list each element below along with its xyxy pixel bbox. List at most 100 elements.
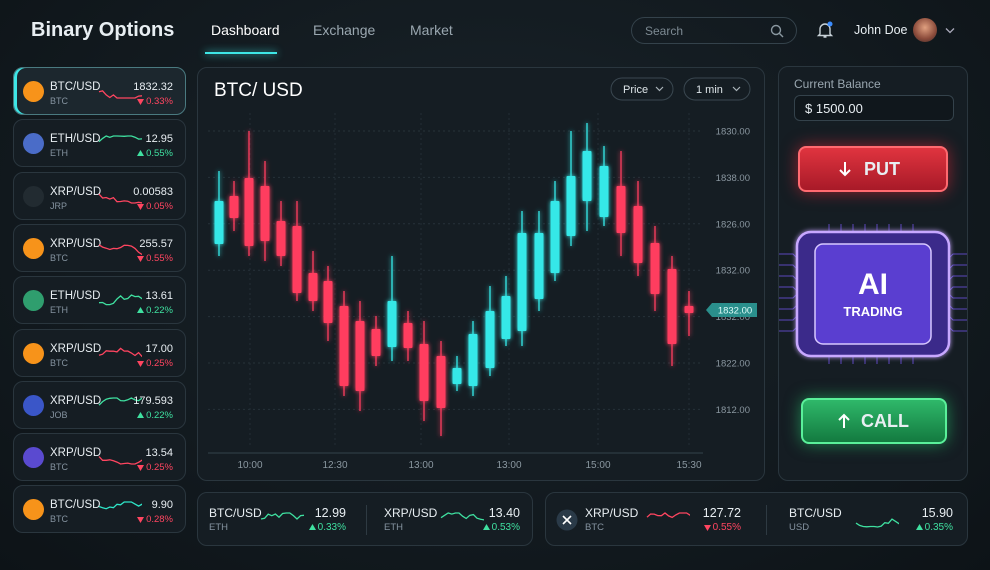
candle xyxy=(517,211,527,346)
arrow-shape xyxy=(137,99,144,105)
coin-icon xyxy=(23,237,44,259)
sparkline xyxy=(98,135,142,143)
pair-sub: BTC xyxy=(50,357,68,368)
y-axis-label: 1826.00 xyxy=(716,219,750,230)
sparkline-path xyxy=(98,294,142,306)
balance-input[interactable]: $ 1500.00 xyxy=(794,95,954,121)
watchlist-item[interactable]: XRP/USD BTC 255.57 0.55% xyxy=(13,223,186,272)
candle xyxy=(371,316,381,366)
candle-body xyxy=(323,281,333,323)
pair-sub: JRP xyxy=(50,200,68,211)
x-axis-label: 15:30 xyxy=(676,460,701,471)
pair: XRP/USD xyxy=(50,447,102,460)
icon-part xyxy=(770,24,782,36)
search-placeholder: Search xyxy=(645,24,684,38)
arrow-shape xyxy=(137,517,144,524)
price: 17.00 xyxy=(145,342,173,355)
candle-body xyxy=(550,201,560,273)
arrow-shape xyxy=(137,203,144,210)
watchlist-item[interactable]: XRP/USD JRP 0.00583 0.05% xyxy=(13,171,186,220)
change: 0.25% xyxy=(146,462,173,474)
price: 15.90 xyxy=(921,506,953,520)
watchlist-item[interactable]: XRP/USD JOB 179.593 0.22% xyxy=(13,380,186,429)
sparkline xyxy=(98,193,142,204)
y-axis-label: 1838.00 xyxy=(716,173,750,184)
change: 0.33% xyxy=(146,96,173,107)
candle-body xyxy=(517,233,527,331)
sparkline-path xyxy=(98,456,142,465)
pair: XRP/USD xyxy=(50,185,102,198)
candle-body xyxy=(260,186,270,241)
avatar[interactable] xyxy=(913,18,937,42)
candle-body xyxy=(534,233,544,299)
search-box[interactable]: Search xyxy=(631,17,797,44)
nav-link[interactable]: Market xyxy=(410,22,453,38)
bell-icon[interactable] xyxy=(816,21,834,39)
change-arrow xyxy=(916,524,923,530)
candle-body xyxy=(616,186,626,233)
candle-body xyxy=(599,166,609,217)
user-name: John Doe xyxy=(854,23,908,37)
watchlist-item[interactable]: ETH/USD ETH 12.95 0.55% xyxy=(13,119,186,168)
change-arrow xyxy=(137,99,144,105)
chip-inner xyxy=(814,243,932,345)
sparkline-path xyxy=(646,512,690,519)
x-axis-label: 12:30 xyxy=(322,460,347,471)
candle-body xyxy=(276,221,286,256)
candle xyxy=(599,146,609,226)
y-axis-label: 1832.00 xyxy=(716,312,750,323)
price: 1832.32 xyxy=(133,81,173,93)
arrow-shape xyxy=(137,360,144,367)
pair-sub: BTC xyxy=(50,252,68,263)
watchlist-item[interactable]: XRP/USD BTC 17.00 0.25% xyxy=(13,328,186,377)
coin-icon xyxy=(23,394,44,416)
watchlist-item[interactable]: ETH/USD ETH 13.61 0.22% xyxy=(13,276,186,325)
change-arrow xyxy=(137,307,144,314)
candle xyxy=(452,356,462,391)
sparkline xyxy=(855,518,899,528)
candle xyxy=(550,181,560,281)
sparkline xyxy=(98,397,142,406)
nav-link[interactable]: Dashboard xyxy=(211,22,280,38)
app-title: Binary Options xyxy=(31,19,175,41)
ai-sub-label: TRADING xyxy=(843,304,902,319)
coin-icon xyxy=(23,133,44,155)
candle xyxy=(501,276,511,346)
put-button[interactable]: PUT xyxy=(798,146,948,192)
change: 0.22% xyxy=(146,305,173,317)
candle-body xyxy=(308,273,318,301)
dropdown-label: 1 min xyxy=(696,84,723,96)
sparkline-path xyxy=(855,518,899,528)
sparkline-path xyxy=(98,244,142,256)
sparkline xyxy=(98,244,142,256)
pair: ETH/USD xyxy=(50,290,101,303)
dropdown-chevron xyxy=(655,86,664,92)
sparkline-path xyxy=(440,512,484,521)
change-arrow xyxy=(309,524,316,530)
watchlist-item[interactable]: BTC/USD BTC 9.90 0.28% xyxy=(13,485,186,534)
pair-sub: BTC xyxy=(50,462,68,473)
price: 0.00583 xyxy=(133,185,173,198)
pair-sub: BTC xyxy=(585,522,604,533)
divider xyxy=(766,505,767,535)
candle xyxy=(323,266,333,341)
sparkline-path xyxy=(98,90,142,99)
watchlist-item[interactable]: BTC/USD BTC 1832.32 0.33% xyxy=(13,67,186,115)
dropdown[interactable] xyxy=(610,77,674,101)
coin-icon xyxy=(556,509,578,531)
dropdown[interactable] xyxy=(683,77,751,101)
call-button[interactable]: CALL xyxy=(801,398,947,444)
candle-body xyxy=(419,344,429,401)
candle xyxy=(633,181,643,276)
ticker-panel: BTC/USD ETH 12.99 0.33% XRP/USD ETH 13.40 0.53% xyxy=(197,492,533,546)
ai-chip: AI TRADING xyxy=(779,224,967,364)
candle-body xyxy=(292,226,302,293)
candle xyxy=(244,131,254,256)
candle-body xyxy=(355,321,365,391)
x-axis-label: 10:00 xyxy=(237,460,262,471)
candle-body xyxy=(633,206,643,263)
watchlist-item[interactable]: XRP/USD BTC 13.54 0.25% xyxy=(13,433,186,482)
candle xyxy=(308,251,318,311)
change: 0.55% xyxy=(146,148,173,160)
nav-link[interactable]: Exchange xyxy=(313,22,376,38)
